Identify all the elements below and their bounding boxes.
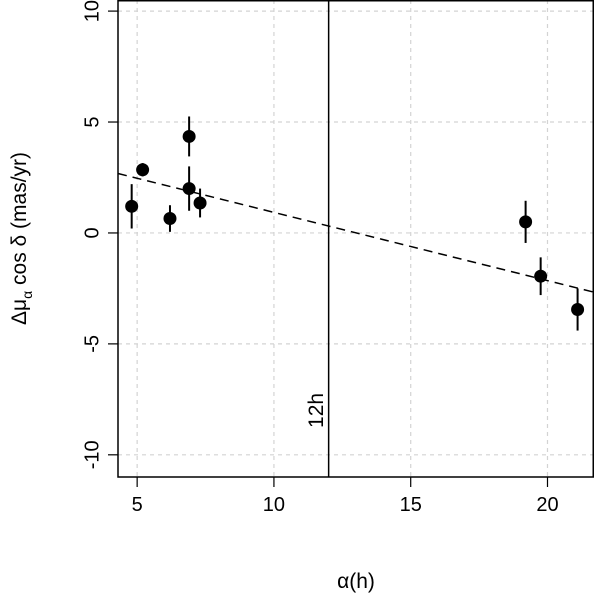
- y-axis-label-main: Δμ: [8, 299, 31, 325]
- data-point: [193, 196, 207, 210]
- x-ticks: 5 10 15 20: [132, 477, 559, 516]
- vline-annotation: 12h: [305, 393, 328, 428]
- y-ticks: -10 -5 0 5 10: [81, 0, 118, 469]
- points-group: [125, 116, 585, 331]
- x-tick-label: 15: [400, 494, 422, 516]
- plot-frame: [117, 0, 594, 478]
- y-tick-label: 5: [81, 116, 103, 127]
- y-axis-label-subscript: α: [19, 291, 35, 299]
- fit-line: [117, 172, 595, 293]
- x-tick-label: 10: [263, 494, 285, 516]
- y-tick-label: -10: [81, 440, 103, 469]
- x-tick-label: 5: [132, 494, 143, 516]
- data-point: [571, 302, 585, 316]
- data-point: [519, 215, 533, 229]
- data-point: [182, 129, 196, 143]
- x-axis-label: α(h): [337, 570, 375, 593]
- y-tick-label: 0: [81, 227, 103, 238]
- fit-line-group: [117, 172, 595, 293]
- data-point: [534, 269, 548, 283]
- data-point: [182, 182, 196, 196]
- y-axis-label: Δμα cos δ (mas/yr): [8, 152, 35, 325]
- x-tick-label: 20: [536, 494, 558, 516]
- data-point: [136, 163, 150, 177]
- y-tick-label: -5: [81, 335, 103, 353]
- y-tick-label: 10: [81, 0, 103, 22]
- data-point: [163, 212, 177, 226]
- y-axis-label-rest: cos δ (mas/yr): [8, 152, 31, 291]
- grid: [118, 0, 594, 477]
- data-point: [125, 199, 139, 213]
